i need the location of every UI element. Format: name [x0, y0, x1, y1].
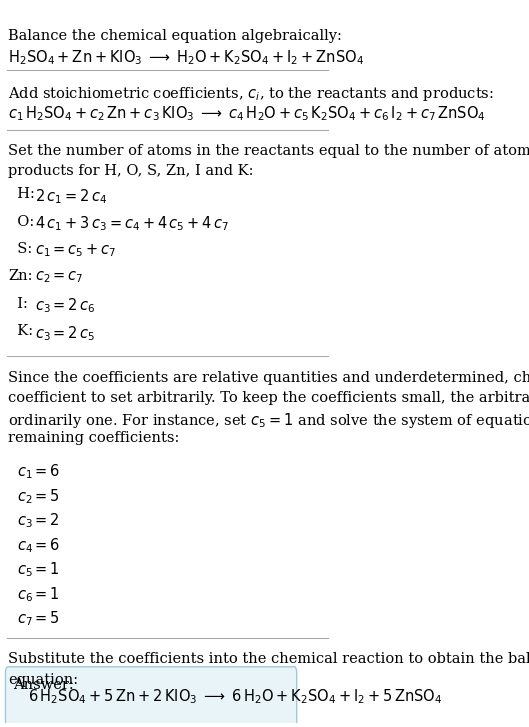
Text: $4\,c_1 + 3\,c_3 = c_4 + 4\,c_5 + 4\,c_7$: $4\,c_1 + 3\,c_3 = c_4 + 4\,c_5 + 4\,c_7… [35, 214, 230, 233]
Text: ordinarily one. For instance, set $c_5 = 1$ and solve the system of equations fo: ordinarily one. For instance, set $c_5 =… [8, 411, 529, 430]
Text: $c_4 = 6$: $c_4 = 6$ [17, 536, 61, 555]
Text: Zn:: Zn: [8, 270, 33, 284]
Text: Balance the chemical equation algebraically:: Balance the chemical equation algebraica… [8, 29, 342, 44]
Text: $c_3 = 2\,c_6$: $c_3 = 2\,c_6$ [35, 297, 96, 316]
Text: $c_1 = 6$: $c_1 = 6$ [17, 462, 61, 481]
Text: products for H, O, S, Zn, I and K:: products for H, O, S, Zn, I and K: [8, 164, 253, 178]
Text: Answer:: Answer: [13, 678, 74, 692]
Text: $c_2 = c_7$: $c_2 = c_7$ [35, 270, 84, 285]
Text: $c_1 = c_5 + c_7$: $c_1 = c_5 + c_7$ [35, 242, 117, 259]
Text: $2\,c_1 = 2\,c_4$: $2\,c_1 = 2\,c_4$ [35, 188, 107, 206]
Text: Substitute the coefficients into the chemical reaction to obtain the balanced: Substitute the coefficients into the che… [8, 652, 529, 667]
Text: $\mathrm{H_2SO_4 + Zn + KIO_3 \;\longrightarrow\; H_2O + K_2SO_4 + I_2 + ZnSO_4}: $\mathrm{H_2SO_4 + Zn + KIO_3 \;\longrig… [8, 49, 364, 68]
Text: Add stoichiometric coefficients, $c_i$, to the reactants and products:: Add stoichiometric coefficients, $c_i$, … [8, 84, 494, 103]
Text: equation:: equation: [8, 672, 78, 686]
Text: S:: S: [8, 242, 32, 256]
Text: Since the coefficients are relative quantities and underdetermined, choose a: Since the coefficients are relative quan… [8, 371, 529, 385]
Text: coefficient to set arbitrarily. To keep the coefficients small, the arbitrary va: coefficient to set arbitrarily. To keep … [8, 391, 529, 405]
Text: $c_7 = 5$: $c_7 = 5$ [17, 609, 60, 628]
Text: K:: K: [8, 324, 33, 338]
Text: $c_2 = 5$: $c_2 = 5$ [17, 487, 60, 506]
Text: $c_5 = 1$: $c_5 = 1$ [17, 561, 60, 579]
Text: $c_1\,\mathrm{H_2SO_4} + c_2\,\mathrm{Zn} + c_3\,\mathrm{KIO_3} \;\longrightarro: $c_1\,\mathrm{H_2SO_4} + c_2\,\mathrm{Zn… [8, 105, 486, 124]
Text: $c_3 = 2\,c_5$: $c_3 = 2\,c_5$ [35, 324, 96, 342]
Text: remaining coefficients:: remaining coefficients: [8, 431, 179, 445]
Text: O:: O: [8, 214, 34, 229]
FancyBboxPatch shape [5, 667, 297, 727]
Text: $c_3 = 2$: $c_3 = 2$ [17, 512, 60, 530]
Text: Set the number of atoms in the reactants equal to the number of atoms in the: Set the number of atoms in the reactants… [8, 144, 529, 158]
Text: $c_6 = 1$: $c_6 = 1$ [17, 585, 60, 603]
Text: I:: I: [8, 297, 28, 310]
Text: H:: H: [8, 188, 35, 201]
Text: $6\,\mathrm{H_2SO_4} + 5\,\mathrm{Zn} + 2\,\mathrm{KIO_3} \;\longrightarrow\; 6\: $6\,\mathrm{H_2SO_4} + 5\,\mathrm{Zn} + … [28, 687, 442, 706]
